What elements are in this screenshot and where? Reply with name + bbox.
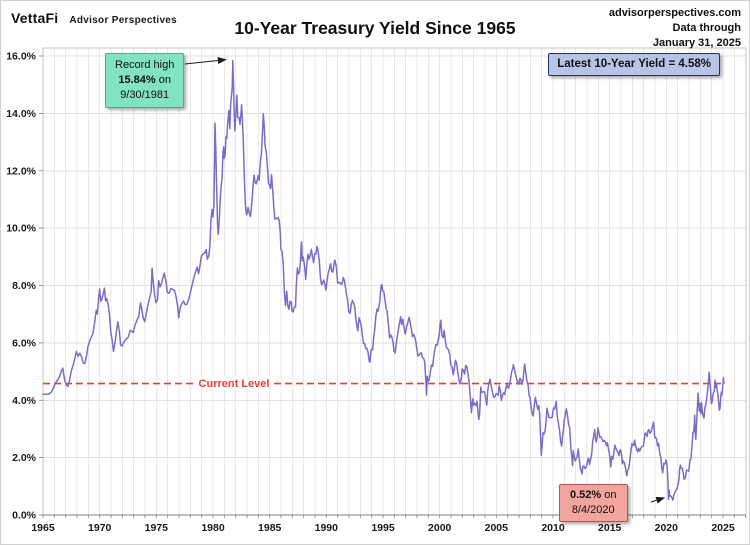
record-high-line2: 15.84% on (118, 73, 171, 86)
record-high-line1: Record high (115, 59, 175, 71)
record-low-arrow (650, 496, 666, 504)
svg-text:10.0%: 10.0% (6, 223, 36, 235)
logo-secondary-text: Advisor Perspectives (69, 15, 178, 26)
svg-text:1990: 1990 (315, 522, 339, 534)
data-through-label: Data through (672, 21, 741, 34)
record-high-date: 9/30/1981 (120, 88, 170, 101)
record-low-callout: 0.52% on 8/4/2020 (559, 484, 628, 522)
page-title: 10-Year Treasury Yield Since 1965 (234, 18, 516, 38)
svg-text:16.0%: 16.0% (6, 51, 36, 63)
svg-text:1975: 1975 (145, 522, 169, 534)
record-high-callout: Record high 15.84% on 9/30/1981 (105, 53, 185, 108)
svg-text:1980: 1980 (201, 522, 225, 534)
svg-text:2015: 2015 (598, 522, 622, 534)
source-site: advisorperspectives.com (608, 7, 741, 19)
latest-yield-badge: Latest 10-Year Yield = 4.58% (548, 53, 720, 77)
vettafi-logo: VettaFi Advisor Perspectives (11, 10, 177, 26)
svg-text:2005: 2005 (485, 522, 509, 534)
record-low-line1: 0.52% on (570, 489, 617, 501)
record-high-arrow (184, 56, 227, 65)
yield-series-line (42, 59, 725, 501)
svg-text:2000: 2000 (428, 522, 452, 534)
svg-text:2010: 2010 (541, 522, 565, 534)
svg-text:2.0%: 2.0% (12, 452, 37, 464)
svg-text:1985: 1985 (258, 522, 282, 534)
current-level-label: Current Level (199, 378, 270, 390)
logo-primary-text: VettaFi (11, 10, 59, 26)
svg-text:12.0%: 12.0% (6, 165, 36, 177)
svg-text:1995: 1995 (371, 522, 395, 534)
svg-text:1970: 1970 (88, 522, 112, 534)
svg-text:1965: 1965 (31, 522, 55, 534)
svg-text:0.0%: 0.0% (12, 510, 37, 522)
svg-text:4.0%: 4.0% (12, 395, 37, 407)
svg-text:14.0%: 14.0% (6, 108, 36, 120)
svg-text:8.0%: 8.0% (12, 280, 37, 292)
svg-text:2025: 2025 (711, 522, 735, 534)
latest-yield-label: Latest 10-Year Yield = 4.58% (557, 58, 711, 70)
record-low-date: 8/4/2020 (571, 503, 615, 516)
svg-text:6.0%: 6.0% (12, 337, 37, 349)
data-through-date: January 31, 2025 (652, 36, 741, 49)
source-attribution: advisorperspectives.com Data through Jan… (609, 6, 741, 51)
svg-text:2020: 2020 (655, 522, 679, 534)
